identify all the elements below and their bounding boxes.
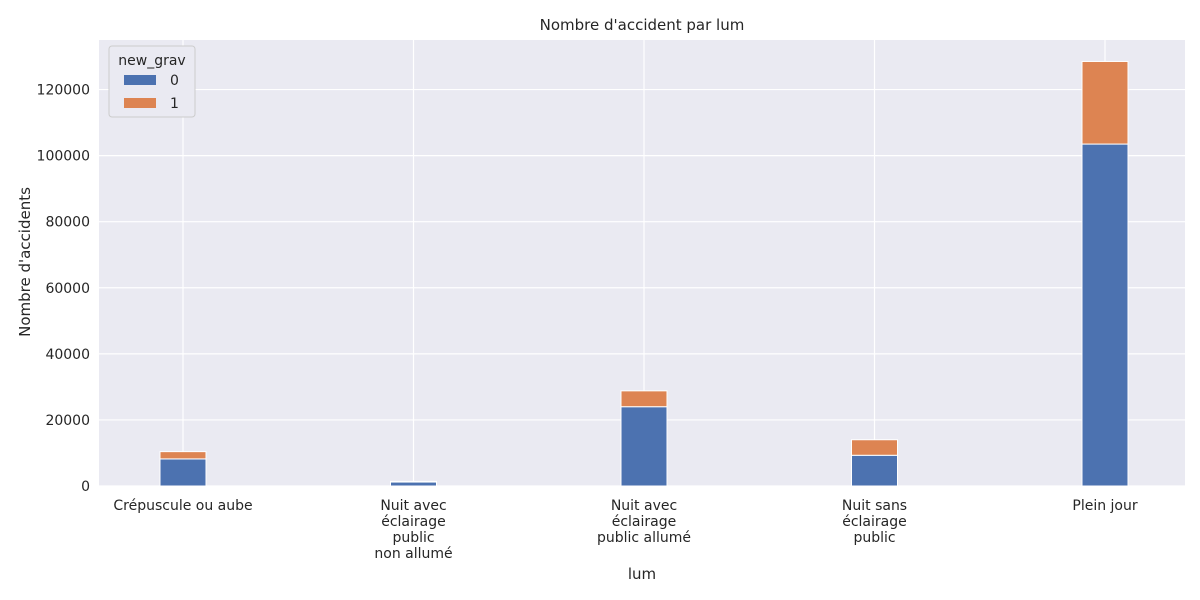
bar-segment-series-1	[851, 439, 898, 456]
legend: new_grav 0 1	[108, 45, 196, 118]
bar-segment-series-1	[1081, 60, 1129, 145]
x-axis-label: lum	[628, 565, 656, 583]
y-tick-label: 0	[81, 479, 90, 495]
legend-label-0: 0	[170, 73, 179, 89]
bar-segment-series-0	[390, 481, 437, 487]
bar-segment-series-0	[851, 454, 898, 487]
x-tick-label: Nuit avec éclairage public allumé	[597, 498, 691, 546]
bar-segment-series-1	[159, 451, 207, 460]
legend-title: new_grav	[118, 53, 185, 69]
x-tick-label: Plein jour	[1072, 498, 1137, 514]
x-tick-label: Nuit sans éclairage public	[842, 498, 907, 546]
legend-swatch-0	[124, 75, 156, 85]
legend-label-1: 1	[170, 96, 179, 112]
y-tick-label: 100000	[37, 149, 90, 165]
x-tick-label: Crépuscule ou aube	[113, 498, 252, 514]
bar-segment-series-0	[620, 406, 668, 487]
bar-segment-series-0	[159, 458, 207, 487]
bar-segment-series-0	[1081, 143, 1129, 487]
x-tick-label: Nuit avec éclairage public non allumé	[374, 498, 452, 562]
y-tick-label: 60000	[45, 281, 90, 297]
legend-swatch-1	[124, 98, 156, 108]
y-tick-label: 40000	[45, 347, 90, 363]
bar-segment-series-1	[390, 480, 437, 483]
bar-segment-series-1	[620, 390, 668, 408]
chart-title: Nombre d'accident par lum	[540, 16, 745, 34]
y-tick-label: 20000	[45, 413, 90, 429]
x-axis-ticks: Crépuscule ou aube Nuit avec éclairage publ…	[113, 498, 1137, 562]
bars	[159, 60, 1129, 487]
y-tick-label: 80000	[45, 215, 90, 231]
y-axis-label: Nombre d'accidents	[16, 187, 34, 337]
y-axis-ticks: 0 20000 40000 60000 80000 100000 120000	[37, 83, 90, 495]
y-tick-label: 120000	[37, 83, 90, 99]
